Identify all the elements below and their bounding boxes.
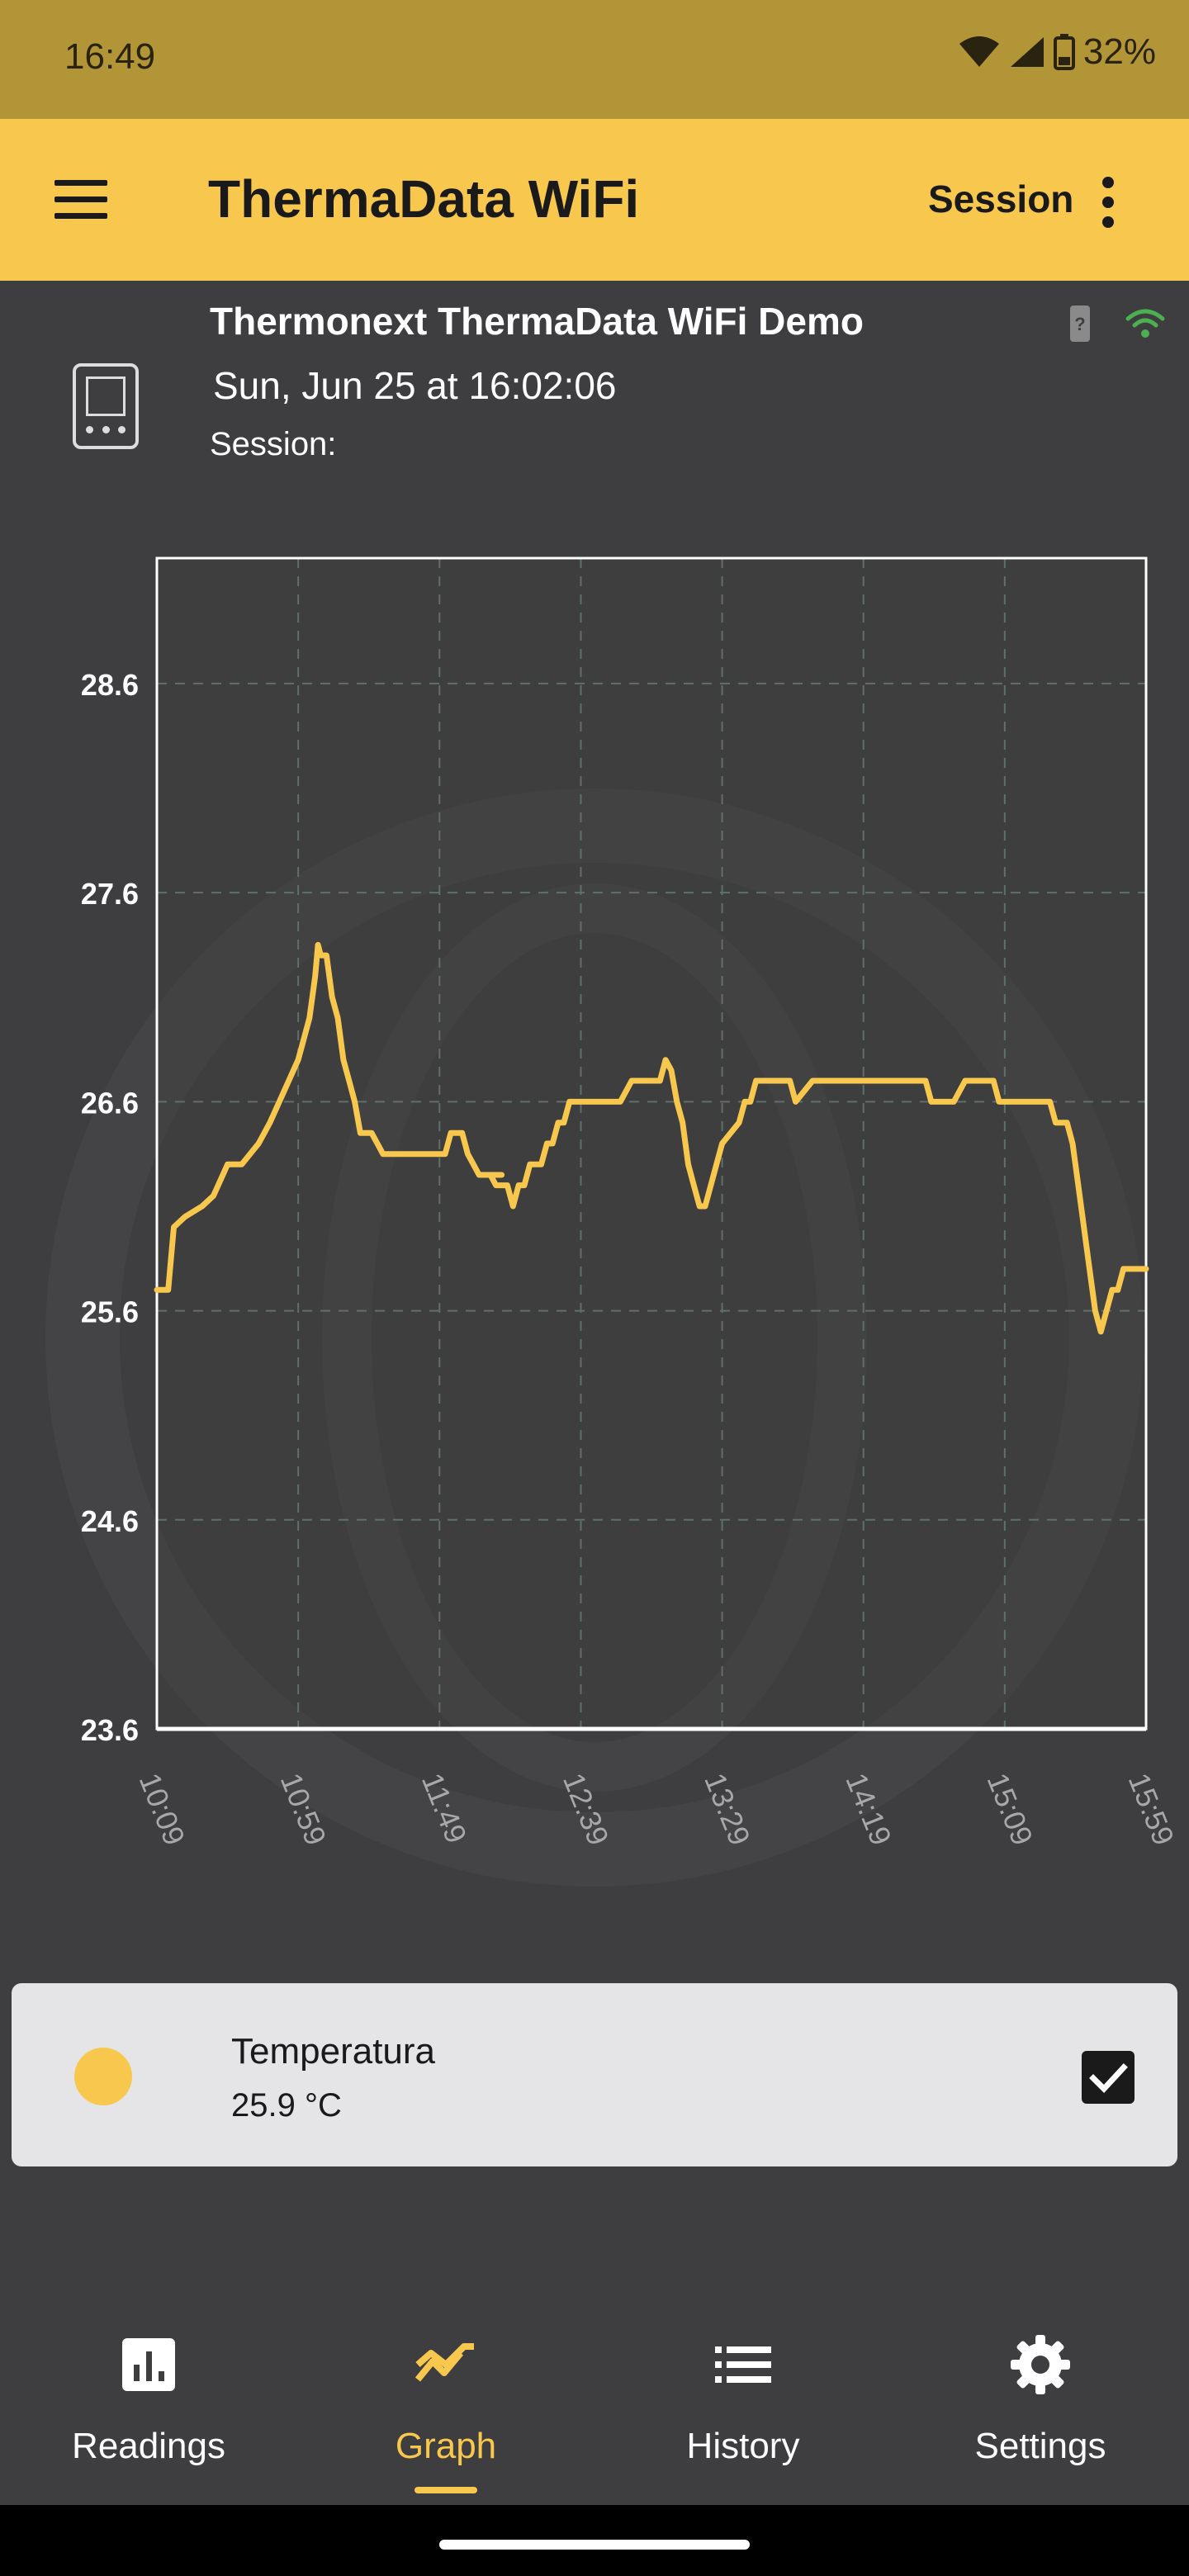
status-time: 16:49 — [64, 36, 156, 77]
y-tick-label: 26.6 — [81, 1086, 139, 1120]
y-tick-label: 25.6 — [81, 1295, 139, 1329]
chart-series — [154, 941, 1149, 1335]
menu-icon[interactable] — [54, 180, 107, 220]
gear-icon — [1011, 2335, 1070, 2394]
status-icons: 32% — [958, 31, 1156, 73]
device-info: Thermonext ThermaData WiFi Demo Sun, Jun… — [0, 281, 1189, 479]
x-tick-label: 10:09 — [133, 1769, 192, 1850]
y-tick-label: 28.6 — [81, 668, 139, 702]
nav-readings[interactable]: Readings — [0, 2295, 297, 2510]
nav-history[interactable]: History — [594, 2295, 892, 2510]
nav-settings[interactable]: Settings — [892, 2295, 1189, 2510]
home-gesture-handle[interactable] — [439, 2540, 750, 2550]
y-tick-label: 23.6 — [81, 1713, 139, 1747]
chart-watermark — [45, 788, 1144, 1887]
device-icon — [73, 363, 139, 449]
app-bar: ThermaData WiFi Session — [0, 119, 1189, 281]
device-date: Sun, Jun 25 at 16:02:06 — [213, 364, 617, 407]
plot-frame — [155, 556, 1148, 1731]
watermark-ring — [45, 788, 1144, 1887]
series-legend-card[interactable]: Temperatura 25.9 °C — [12, 1983, 1177, 2166]
y-tick-label: 24.6 — [81, 1504, 139, 1538]
system-navigation-bar — [0, 2505, 1189, 2576]
series-current-value: 25.9 °C — [231, 2087, 342, 2124]
active-tab-indicator — [414, 2487, 477, 2493]
status-bar: 16:49 32% — [0, 0, 1189, 119]
nav-history-label: History — [686, 2426, 800, 2466]
device-session: Session: — [210, 426, 337, 462]
trending-icon — [414, 2343, 474, 2382]
wifi-status-icon — [959, 36, 999, 67]
series-line-temperatura — [154, 941, 1149, 1335]
cell-signal-icon — [1010, 37, 1044, 67]
temperature-chart[interactable]: 28.627.626.625.624.623.6 10:09 10:59 11:49… — [0, 495, 1189, 1915]
session-button[interactable]: Session — [928, 178, 1074, 220]
series-visibility-checkbox[interactable] — [1082, 2051, 1135, 2104]
chart-frame — [155, 556, 1148, 1731]
bottom-navigation: Readings Graph History Settings — [0, 2295, 1189, 2510]
device-battery-unknown-icon: ? — [1070, 305, 1090, 342]
nav-readings-label: Readings — [72, 2426, 225, 2466]
app-title: ThermaData WiFi — [208, 169, 640, 229]
watermark-ellipse — [322, 883, 867, 1792]
y-tick-label: 27.6 — [81, 877, 139, 911]
nav-settings-label: Settings — [974, 2426, 1106, 2466]
series-name: Temperatura — [231, 2031, 436, 2072]
device-wifi-icon — [1125, 309, 1165, 338]
battery-status-icon — [1053, 34, 1075, 70]
checkmark-icon — [1089, 2063, 1128, 2094]
more-options-icon[interactable] — [1098, 177, 1118, 230]
battery-percent: 32% — [1082, 31, 1156, 72]
x-tick-label: 15:59 — [1122, 1769, 1182, 1850]
y-axis-ticks: 28.6 27.6 26.6 25.6 24.6 23.6 — [81, 668, 139, 1747]
list-icon — [715, 2346, 771, 2383]
nav-graph[interactable]: Graph — [297, 2295, 594, 2510]
x-tick-label: 15:09 — [980, 1769, 1040, 1850]
series-color-dot — [74, 2048, 132, 2105]
nav-graph-label: Graph — [395, 2426, 497, 2466]
bar-chart-icon — [122, 2338, 175, 2391]
device-name: Thermonext ThermaData WiFi Demo — [210, 300, 864, 343]
